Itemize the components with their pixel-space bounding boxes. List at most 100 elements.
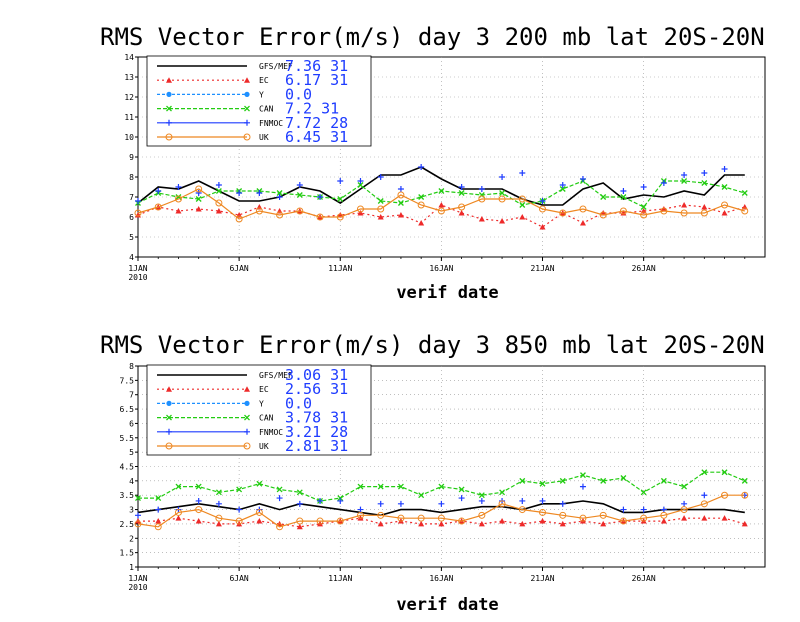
data-point — [256, 480, 263, 487]
x-tick-label: 1JAN — [128, 264, 147, 273]
data-point — [660, 206, 667, 212]
data-point — [377, 500, 384, 507]
data-point — [681, 483, 688, 490]
legend-marker — [244, 400, 250, 406]
data-point — [559, 511, 567, 519]
data-point — [579, 176, 586, 182]
data-point — [418, 164, 425, 170]
data-point — [620, 194, 627, 200]
data-point — [215, 208, 222, 214]
data-point — [377, 174, 384, 180]
data-point — [518, 506, 526, 514]
data-point — [741, 207, 749, 215]
legend-label: FNMOC — [259, 119, 283, 128]
data-point — [377, 520, 384, 527]
data-point — [155, 518, 162, 524]
legend-marker — [166, 400, 172, 406]
data-point — [276, 190, 283, 196]
data-point — [437, 514, 445, 522]
series-uk — [134, 491, 749, 531]
legend-marker — [166, 105, 172, 112]
data-point — [458, 486, 465, 493]
y-tick-label: 13 — [124, 73, 134, 82]
legend-marker — [243, 442, 251, 450]
data-point — [640, 204, 647, 210]
y-tick-label: 6 — [129, 213, 134, 222]
data-point — [518, 195, 526, 203]
data-point — [296, 192, 303, 198]
data-point — [660, 506, 667, 513]
data-point — [640, 211, 648, 219]
data-point — [620, 475, 627, 481]
series-gfsmef — [137, 166, 745, 206]
data-point — [317, 194, 324, 200]
y-tick-label: 7 — [129, 193, 134, 202]
series-can — [135, 469, 748, 504]
data-point — [721, 515, 728, 521]
data-point — [458, 495, 465, 502]
data-point — [397, 200, 404, 206]
data-point — [721, 166, 728, 172]
data-point — [317, 497, 324, 504]
data-point — [195, 196, 202, 202]
y-tick-label: 8 — [129, 173, 134, 182]
x-tick-label: 11JAN — [328, 264, 352, 273]
data-point — [175, 208, 182, 214]
data-point — [195, 506, 203, 514]
data-point — [397, 483, 404, 490]
data-point — [135, 198, 141, 204]
data-point — [579, 483, 586, 490]
chart-title: RMS Vector Error(m/s) day 3 200 mb lat 2… — [100, 23, 765, 51]
data-point — [701, 170, 708, 176]
legend-stat: 3.06 31 — [285, 366, 348, 384]
x-tick-label: 21JAN — [530, 574, 554, 583]
data-point — [357, 210, 364, 216]
data-point — [640, 489, 647, 496]
y-tick-label: 1 — [129, 563, 134, 572]
x-tick-label: 2010 — [128, 583, 147, 592]
data-point — [600, 520, 607, 527]
data-point — [397, 500, 404, 507]
data-point — [499, 518, 506, 524]
data-point — [256, 190, 263, 196]
legend-stat: 2.56 31 — [285, 380, 348, 398]
legend-label: Y — [259, 399, 264, 408]
legend-marker — [166, 91, 172, 97]
data-point — [236, 506, 243, 513]
data-point — [397, 191, 405, 199]
data-point — [539, 480, 546, 487]
data-point — [539, 224, 546, 230]
data-point — [599, 211, 607, 219]
data-point — [155, 495, 162, 502]
y-tick-label: 7 — [129, 391, 134, 400]
data-point — [539, 518, 546, 524]
data-point — [660, 180, 667, 186]
y-tick-label: 2.5 — [120, 520, 135, 529]
data-point — [215, 514, 223, 522]
legend-marker — [244, 386, 250, 392]
legend-label: EC — [259, 76, 269, 85]
legend-marker — [166, 414, 172, 421]
legend-marker — [166, 77, 172, 83]
data-point — [215, 199, 223, 207]
data-point — [296, 207, 304, 215]
data-point — [701, 204, 708, 210]
legend-marker — [165, 442, 173, 450]
data-point — [721, 491, 729, 499]
data-point — [377, 511, 385, 519]
legend-stat: 3.78 31 — [285, 409, 348, 427]
legend-label: CAN — [259, 105, 274, 114]
data-point — [336, 517, 344, 525]
legend-label: EC — [259, 385, 269, 394]
data-point — [276, 523, 284, 531]
data-point — [316, 517, 324, 525]
data-point — [255, 207, 263, 215]
data-point — [154, 523, 162, 531]
y-tick-label: 4.5 — [120, 463, 135, 472]
data-point — [499, 489, 506, 496]
data-point — [356, 205, 364, 213]
series-line — [137, 166, 745, 206]
data-point — [681, 172, 688, 178]
